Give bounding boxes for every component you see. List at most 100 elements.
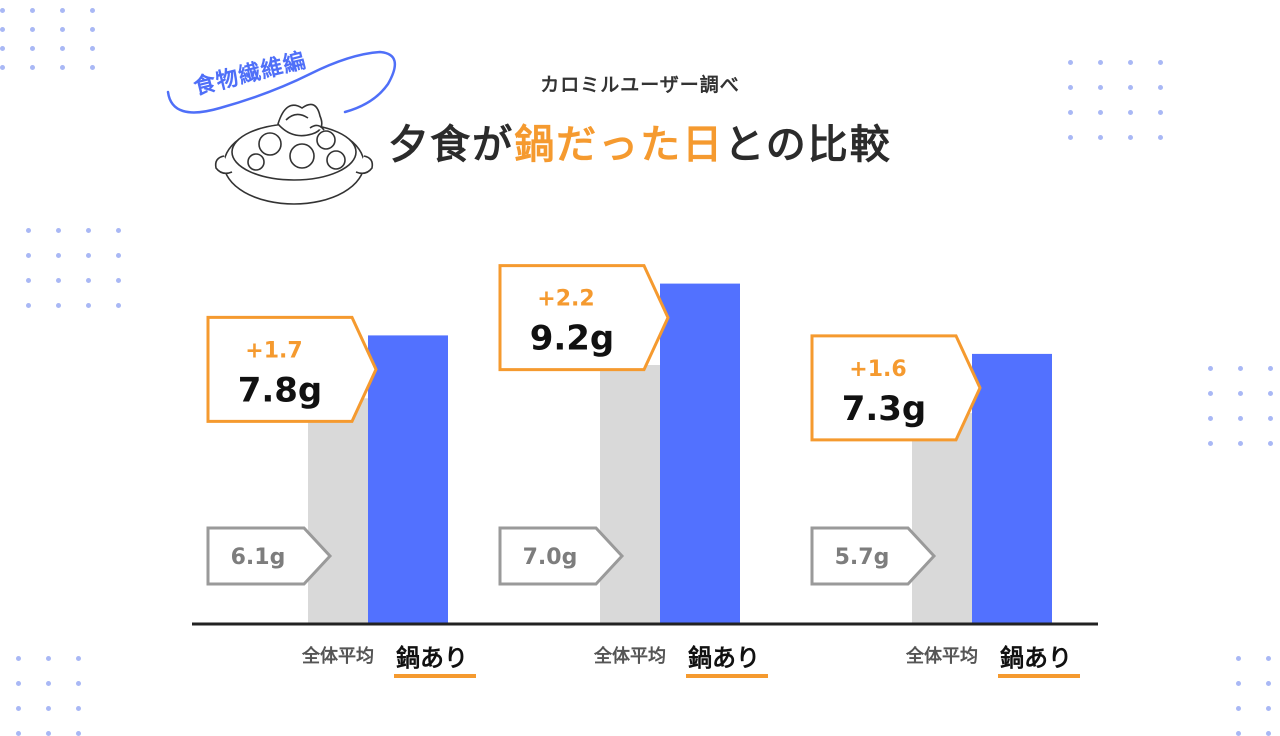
decor-dot xyxy=(30,8,35,13)
dot-grid-right xyxy=(1208,366,1280,446)
decor-dot xyxy=(0,65,5,70)
decor-dot xyxy=(1266,656,1271,661)
bar-nabe xyxy=(368,335,448,624)
decor-dot xyxy=(1098,110,1103,115)
dot-grid-left xyxy=(26,228,146,308)
decor-dot xyxy=(1128,135,1133,140)
page-subtitle: カロミルユーザー調べ xyxy=(540,74,740,96)
decor-dot xyxy=(1068,110,1073,115)
decor-dot xyxy=(30,46,35,51)
decor-dot xyxy=(1236,656,1241,661)
decor-dot xyxy=(1236,706,1241,711)
decor-dot xyxy=(1158,135,1163,140)
nabe-value-label: 7.3g xyxy=(842,389,927,429)
decor-dot xyxy=(1238,416,1243,421)
nabe-callout xyxy=(810,334,982,442)
decor-dot xyxy=(60,8,65,13)
decor-dot xyxy=(26,228,31,233)
x-label-underline xyxy=(394,674,476,678)
decor-dot xyxy=(60,46,65,51)
decor-dot xyxy=(26,278,31,283)
decor-dot xyxy=(26,253,31,258)
average-callout xyxy=(498,526,625,586)
nabe-callout xyxy=(498,264,670,372)
decor-dot xyxy=(90,65,95,70)
decor-dot xyxy=(46,706,51,711)
decor-dot xyxy=(56,303,61,308)
nabe-value-label: 9.2g xyxy=(530,319,615,359)
average-callout xyxy=(810,526,937,586)
decor-dot xyxy=(1128,85,1133,90)
decor-dot xyxy=(46,731,51,736)
decor-dot xyxy=(1098,135,1103,140)
decor-dot xyxy=(16,681,21,686)
decor-dot xyxy=(116,253,121,258)
decor-dot xyxy=(1266,731,1271,736)
decor-dot xyxy=(86,303,91,308)
decor-dot xyxy=(60,27,65,32)
bar-nabe xyxy=(660,283,740,624)
decor-dot xyxy=(1268,366,1273,371)
decor-dot xyxy=(1068,135,1073,140)
decor-dot xyxy=(30,27,35,32)
decor-dot xyxy=(46,656,51,661)
diff-label: +2.2 xyxy=(537,287,594,312)
x-label-underline xyxy=(686,674,768,678)
page-title: 夕食が鍋だった日との比較 xyxy=(0,112,1280,170)
decor-dot xyxy=(1268,441,1273,446)
decor-dot xyxy=(1098,60,1103,65)
decor-dot xyxy=(26,303,31,308)
decor-dot xyxy=(1266,706,1271,711)
decor-dot xyxy=(1068,85,1073,90)
decor-dot xyxy=(90,27,95,32)
decor-dot xyxy=(1268,391,1273,396)
decor-dot xyxy=(76,706,81,711)
decor-dot xyxy=(16,706,21,711)
average-callout xyxy=(206,526,333,586)
decor-dot xyxy=(1208,441,1213,446)
title-suffix: との比較 xyxy=(724,122,892,168)
decor-dot xyxy=(116,228,121,233)
decor-dot xyxy=(1208,366,1213,371)
nabe-value-label: 7.8g xyxy=(238,370,323,410)
decor-dot xyxy=(1158,110,1163,115)
average-value-label: 6.1g xyxy=(231,545,286,570)
hotpot-icon xyxy=(166,50,397,205)
x-label-nabe: 鍋あり xyxy=(1000,644,1072,672)
decor-dot xyxy=(76,656,81,661)
dot-grid-top-left xyxy=(0,8,120,70)
decor-dot xyxy=(90,46,95,51)
decor-dot xyxy=(90,8,95,13)
badge-swoosh xyxy=(166,50,397,114)
decor-dot xyxy=(1238,441,1243,446)
decor-dot xyxy=(16,656,21,661)
decor-dot xyxy=(86,228,91,233)
bar-nabe xyxy=(972,353,1052,624)
x-label-average: 全体平均 xyxy=(301,645,374,667)
decor-dot xyxy=(1068,60,1073,65)
decor-dot xyxy=(76,731,81,736)
decor-dot xyxy=(86,253,91,258)
x-label-average: 全体平均 xyxy=(905,645,978,667)
x-label-average: 全体平均 xyxy=(593,645,666,667)
title-prefix: 夕食が xyxy=(388,122,515,168)
diff-label: +1.6 xyxy=(849,357,906,382)
decor-dot xyxy=(60,65,65,70)
decor-dot xyxy=(16,731,21,736)
dot-grid-top-right xyxy=(1068,60,1188,140)
average-value-label: 5.7g xyxy=(835,545,890,570)
decor-dot xyxy=(46,681,51,686)
decor-dot xyxy=(0,8,5,13)
decor-dot xyxy=(1236,731,1241,736)
decor-dot xyxy=(1158,60,1163,65)
x-label-nabe: 鍋あり xyxy=(396,644,468,672)
decor-dot xyxy=(1128,110,1133,115)
x-label-underline xyxy=(998,674,1080,678)
decor-dot xyxy=(116,303,121,308)
x-label-nabe: 鍋あり xyxy=(688,644,760,672)
average-value-label: 7.0g xyxy=(523,545,578,570)
decor-dot xyxy=(1128,60,1133,65)
decor-dot xyxy=(1268,416,1273,421)
diff-label: +1.7 xyxy=(245,338,302,363)
decor-dot xyxy=(56,253,61,258)
